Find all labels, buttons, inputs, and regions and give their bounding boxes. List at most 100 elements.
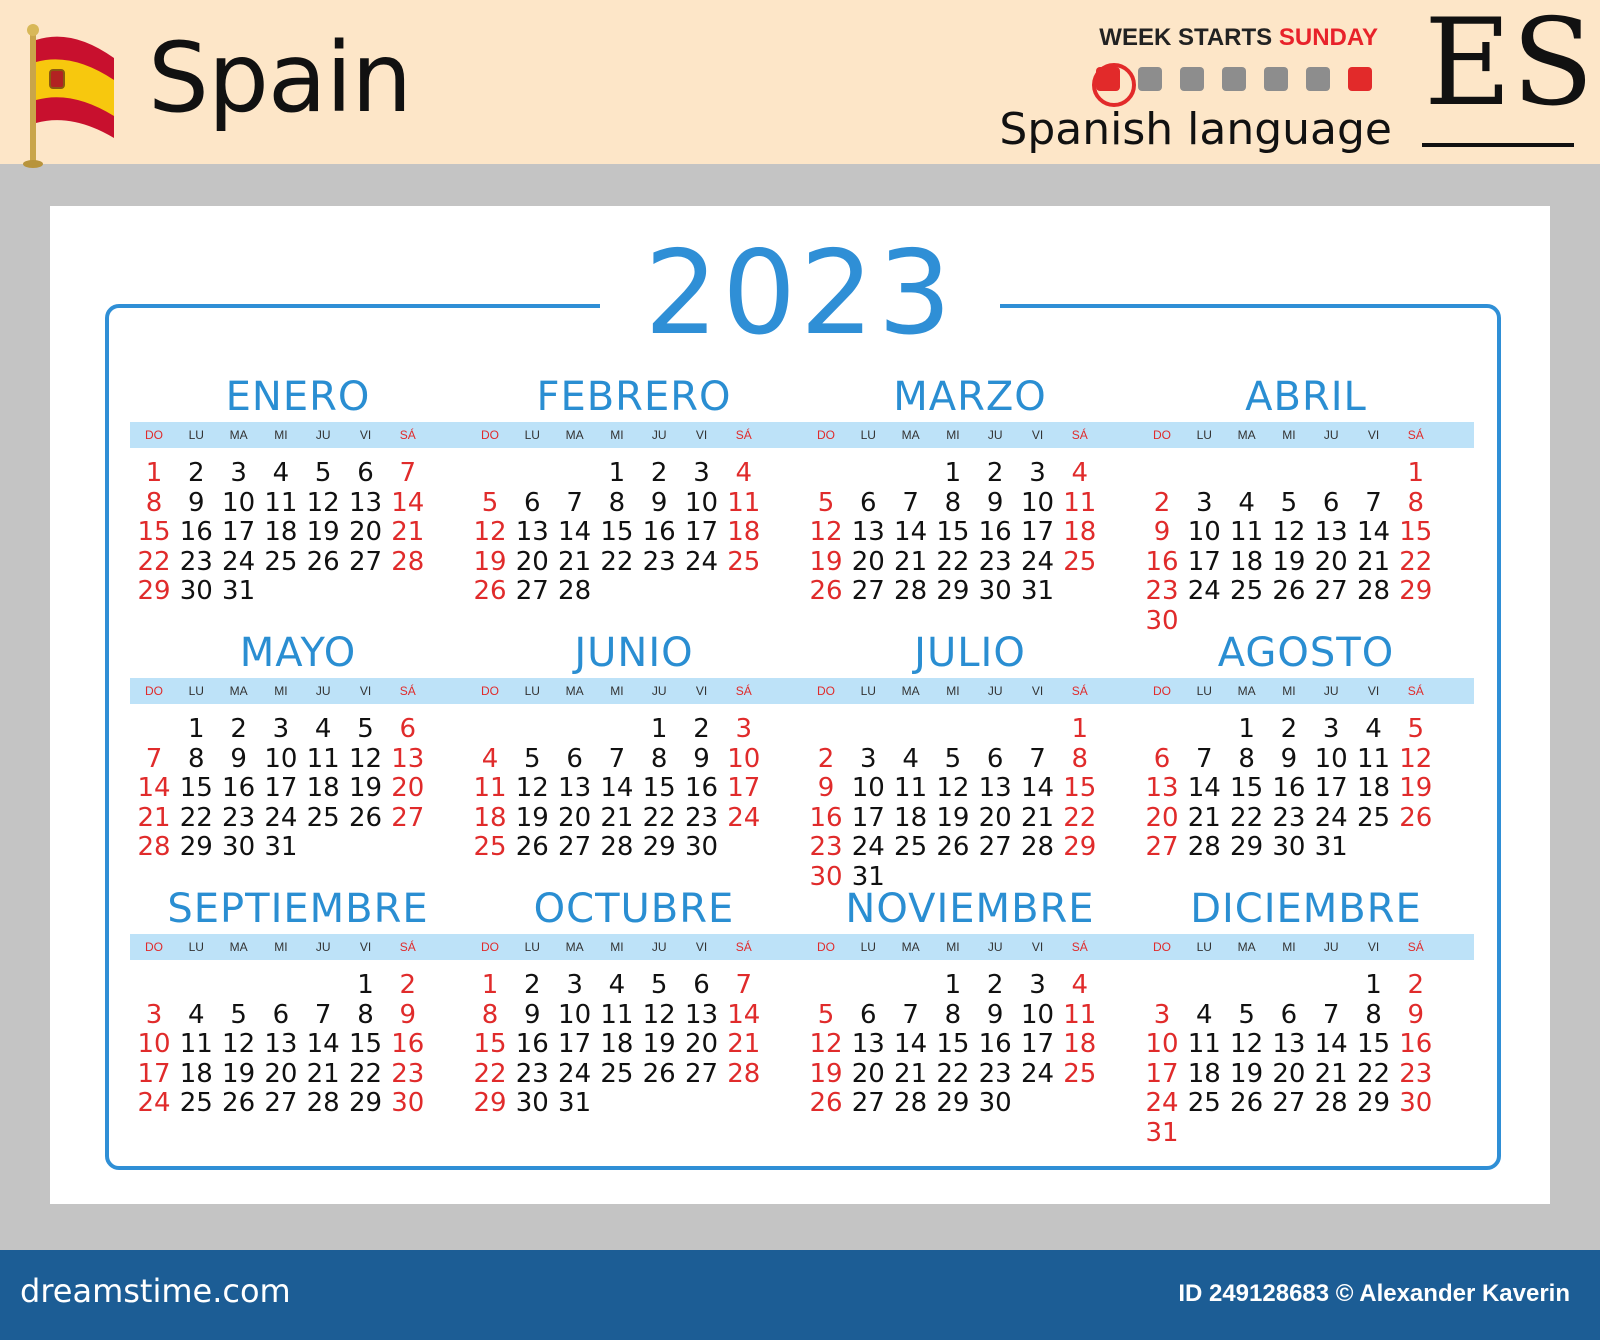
day-cell: 2	[986, 458, 1004, 488]
weekday-label: MI	[946, 428, 960, 442]
day-cell: 16	[515, 1029, 549, 1059]
day-cell: 25	[473, 832, 507, 862]
day-cell: 12	[515, 773, 549, 803]
day-cell: 22	[1230, 802, 1264, 833]
day-cell: 30	[684, 832, 719, 862]
weekday-label: JU	[651, 684, 667, 698]
day-cell: 27	[1145, 832, 1179, 862]
day-cell: 27	[558, 832, 592, 862]
day-cell: 6	[860, 487, 877, 518]
day-cell: 26	[809, 1088, 843, 1118]
day-cell: 17	[222, 517, 256, 547]
day-cell: 20	[515, 546, 549, 577]
day-cell: 31	[1020, 576, 1055, 606]
day-cell: 29	[137, 576, 171, 606]
week-start-label: WEEK STARTS SUNDAY	[1099, 24, 1378, 52]
day-cell: 24	[1020, 1058, 1055, 1089]
day-cell: 1	[188, 714, 205, 744]
month-octubre: OCTUBRE DO LU MA MI JU VI SÁ 1 2 3 4 5 6 7 8 9 10 11 12 13 14…	[466, 886, 802, 1136]
weekday-label: MA	[565, 684, 584, 698]
day-cell: 9	[986, 487, 1004, 518]
day-cell: 30	[391, 1088, 425, 1118]
weekday-label: DO	[1153, 684, 1171, 698]
weekday-label: DO	[817, 940, 835, 954]
day-cell: 7	[902, 487, 919, 518]
day-cell: 10	[727, 743, 761, 774]
indicator-dot	[1180, 67, 1204, 91]
week-start-indicator-icon	[1092, 62, 1386, 107]
day-cell: 16	[809, 802, 843, 833]
day-cell: 2	[1153, 487, 1171, 518]
day-cell: 1	[650, 714, 668, 744]
day-cell: 11	[306, 743, 340, 774]
month-julio: JULIO DO LU MA MI JU VI SÁ 1 2 3 4 5 6 7 8 9 10 11 12 13 14 15…	[802, 630, 1138, 892]
day-cell: 10	[1145, 1029, 1179, 1059]
weekday-label: SÁ	[735, 940, 752, 954]
day-cell: 4	[1071, 458, 1089, 488]
day-cell: 22	[936, 546, 970, 577]
day-cell: 23	[222, 802, 256, 833]
day-cell: 24	[1145, 1088, 1179, 1118]
day-cell: 21	[1356, 546, 1391, 577]
day-cell: 7	[1029, 743, 1046, 774]
weekday-band	[802, 934, 1138, 960]
day-cell: 12	[222, 1029, 256, 1059]
day-cell: 22	[1399, 546, 1433, 577]
day-cell: 15	[642, 773, 676, 803]
day-cell: 28	[1020, 832, 1055, 862]
weekday-label: SÁ	[1407, 428, 1424, 442]
weekday-band	[130, 422, 466, 448]
day-cell: 13	[264, 1029, 298, 1059]
weekday-label: LU	[1196, 684, 1212, 698]
day-cell: 17	[264, 773, 298, 803]
day-cell: 19	[515, 802, 549, 833]
day-cell: 12	[1399, 743, 1433, 774]
day-cell: 3	[735, 714, 753, 744]
day-cell: 24	[1020, 546, 1055, 577]
day-cell: 1	[1365, 970, 1382, 1000]
weekday-label: VI	[1031, 684, 1044, 698]
weekday-label: MI	[946, 684, 960, 698]
day-cell: 20	[851, 1058, 885, 1089]
day-cell: 12	[306, 487, 340, 518]
weekday-band	[130, 678, 466, 704]
day-cell: 11	[473, 773, 507, 803]
day-cell: 3	[566, 970, 583, 1000]
day-cell: 9	[693, 743, 710, 774]
day-cell: 2	[524, 970, 541, 1000]
day-cell: 4	[314, 714, 332, 744]
day-cell: 19	[936, 802, 970, 833]
day-cell: 25	[1356, 802, 1391, 833]
day-cell: 18	[179, 1058, 213, 1089]
day-cell: 23	[391, 1058, 425, 1089]
day-cell: 5	[817, 487, 835, 518]
day-cell: 26	[936, 832, 970, 862]
language-code: ES	[1424, 0, 1594, 133]
day-cell: 21	[137, 802, 171, 833]
country-name: Spain	[148, 22, 412, 134]
weekday-label: JU	[651, 428, 667, 442]
indicator-dot	[1138, 67, 1162, 91]
day-cell: 27	[515, 576, 549, 606]
day-cell: 13	[391, 743, 425, 774]
day-cell: 8	[1365, 999, 1382, 1030]
weekday-label: JU	[651, 940, 667, 954]
month-name: JUNIO	[574, 630, 694, 676]
day-cell: 1	[481, 970, 499, 1000]
day-cell: 23	[1399, 1058, 1433, 1089]
day-cell: 19	[809, 1058, 843, 1089]
day-cell: 16	[179, 517, 213, 547]
weekday-band	[1138, 934, 1474, 960]
day-cell: 17	[851, 802, 885, 833]
day-cell: 20	[851, 546, 885, 577]
day-cell: 26	[809, 576, 843, 606]
day-cell: 5	[1238, 999, 1255, 1030]
day-cell: 4	[902, 743, 919, 774]
weekday-band	[802, 678, 1138, 704]
day-cell: 19	[348, 773, 383, 803]
day-cell: 29	[473, 1088, 507, 1118]
day-cell: 11	[264, 487, 298, 518]
day-cell: 20	[348, 517, 383, 547]
day-cell: 12	[1230, 1029, 1264, 1059]
day-cell: 20	[684, 1029, 719, 1059]
